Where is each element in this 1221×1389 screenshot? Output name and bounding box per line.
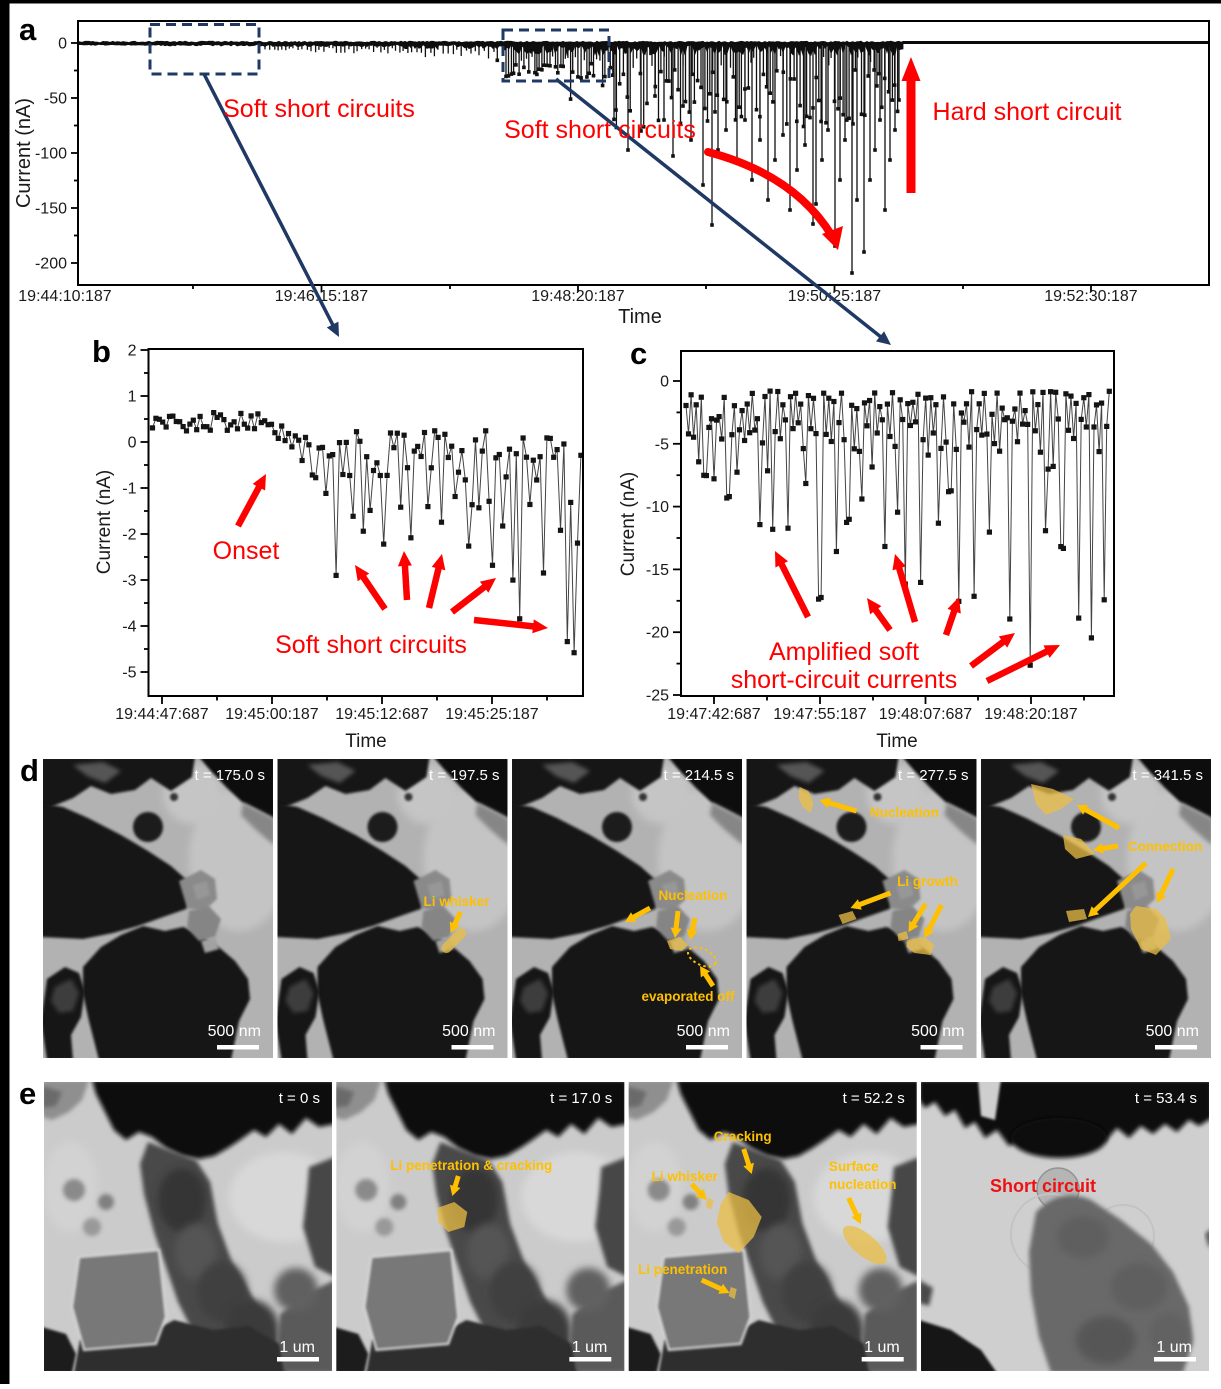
svg-text:-1: -1 — [122, 481, 136, 498]
svg-text:0: 0 — [58, 36, 67, 53]
svg-text:short-circuit currents: short-circuit currents — [731, 666, 957, 694]
svg-text:Soft short circuits: Soft short circuits — [504, 116, 696, 144]
svg-text:-3: -3 — [122, 573, 136, 590]
svg-text:-15: -15 — [646, 562, 669, 579]
svg-text:1 um: 1 um — [1156, 1339, 1192, 1356]
svg-text:Current (nA): Current (nA) — [13, 98, 35, 208]
svg-text:19:46:15:187: 19:46:15:187 — [275, 288, 369, 305]
svg-text:d: d — [20, 753, 39, 788]
svg-text:19:45:25:187: 19:45:25:187 — [445, 706, 539, 723]
svg-text:Current (nA): Current (nA) — [618, 472, 639, 577]
svg-text:-5: -5 — [655, 436, 669, 453]
svg-text:Soft short circuits: Soft short circuits — [275, 631, 467, 659]
svg-text:Li penetration & cracking: Li penetration & cracking — [390, 1158, 552, 1173]
svg-text:500 nm: 500 nm — [911, 1023, 964, 1040]
svg-text:19:45:12:687: 19:45:12:687 — [335, 706, 429, 723]
svg-text:evaporated off: evaporated off — [641, 989, 735, 1004]
svg-text:19:50:25:187: 19:50:25:187 — [788, 288, 882, 305]
svg-text:500 nm: 500 nm — [208, 1023, 261, 1040]
svg-text:t = 17.0 s: t = 17.0 s — [550, 1090, 612, 1107]
svg-text:1 um: 1 um — [864, 1339, 900, 1356]
svg-text:t = 214.5 s: t = 214.5 s — [664, 767, 734, 784]
svg-text:b: b — [92, 334, 111, 369]
svg-text:Nucleation: Nucleation — [870, 805, 939, 820]
svg-text:0: 0 — [660, 374, 669, 391]
svg-text:-10: -10 — [646, 499, 669, 516]
svg-text:Cracking: Cracking — [714, 1129, 772, 1144]
svg-text:t = 277.5 s: t = 277.5 s — [898, 767, 968, 784]
svg-text:Time: Time — [345, 731, 387, 752]
svg-text:500 nm: 500 nm — [442, 1023, 495, 1040]
svg-text:19:47:55:187: 19:47:55:187 — [773, 706, 867, 723]
svg-text:t = 53.4 s: t = 53.4 s — [1135, 1090, 1197, 1107]
svg-text:t = 0 s: t = 0 s — [279, 1090, 320, 1107]
svg-text:19:48:07:687: 19:48:07:687 — [879, 706, 973, 723]
svg-text:a: a — [19, 12, 37, 47]
svg-text:Onset: Onset — [213, 537, 280, 565]
svg-text:t = 175.0 s: t = 175.0 s — [195, 767, 265, 784]
svg-text:t = 52.2 s: t = 52.2 s — [843, 1090, 905, 1107]
svg-text:2: 2 — [128, 343, 137, 360]
svg-text:Li growth: Li growth — [897, 874, 958, 889]
svg-text:19:48:20:187: 19:48:20:187 — [531, 288, 625, 305]
svg-text:Time: Time — [618, 306, 662, 328]
svg-text:t = 197.5 s: t = 197.5 s — [429, 767, 499, 784]
svg-text:Current (nA): Current (nA) — [94, 470, 115, 575]
svg-text:500 nm: 500 nm — [677, 1023, 730, 1040]
svg-text:Soft short circuits: Soft short circuits — [223, 95, 415, 123]
svg-text:-4: -4 — [122, 619, 136, 636]
svg-text:1 um: 1 um — [572, 1339, 608, 1356]
svg-text:1: 1 — [128, 389, 137, 406]
svg-text:19:45:00:187: 19:45:00:187 — [225, 706, 319, 723]
svg-text:-5: -5 — [122, 665, 136, 682]
svg-text:19:44:47:687: 19:44:47:687 — [115, 706, 209, 723]
svg-text:1 um: 1 um — [279, 1339, 315, 1356]
svg-text:0: 0 — [128, 435, 137, 452]
svg-text:19:48:20:187: 19:48:20:187 — [984, 706, 1078, 723]
svg-text:-2: -2 — [122, 527, 136, 544]
svg-text:Nucleation: Nucleation — [658, 888, 727, 903]
svg-text:Li whisker: Li whisker — [423, 894, 490, 909]
svg-text:Connection: Connection — [1128, 839, 1202, 854]
svg-text:Hard short circuit: Hard short circuit — [933, 98, 1122, 126]
svg-text:19:44:10:187: 19:44:10:187 — [18, 288, 112, 305]
svg-text:nucleation: nucleation — [829, 1177, 897, 1192]
svg-text:19:52:30:187: 19:52:30:187 — [1044, 288, 1138, 305]
svg-text:19:47:42:687: 19:47:42:687 — [667, 706, 761, 723]
svg-text:500 nm: 500 nm — [1146, 1023, 1199, 1040]
svg-text:-25: -25 — [646, 688, 669, 705]
svg-text:Amplified soft: Amplified soft — [769, 638, 919, 666]
svg-text:-200: -200 — [35, 256, 67, 273]
svg-text:Time: Time — [876, 731, 918, 752]
svg-text:Short circuit: Short circuit — [990, 1176, 1096, 1196]
svg-text:-150: -150 — [35, 201, 67, 218]
svg-text:Li whisker: Li whisker — [652, 1169, 719, 1184]
svg-text:e: e — [19, 1076, 36, 1111]
svg-text:c: c — [630, 336, 647, 371]
svg-text:-20: -20 — [646, 625, 669, 642]
svg-text:-50: -50 — [44, 91, 67, 108]
svg-text:-100: -100 — [35, 146, 67, 163]
svg-text:t = 341.5 s: t = 341.5 s — [1133, 767, 1203, 784]
svg-text:Li penetration: Li penetration — [638, 1262, 727, 1277]
svg-text:Surface: Surface — [829, 1159, 879, 1174]
